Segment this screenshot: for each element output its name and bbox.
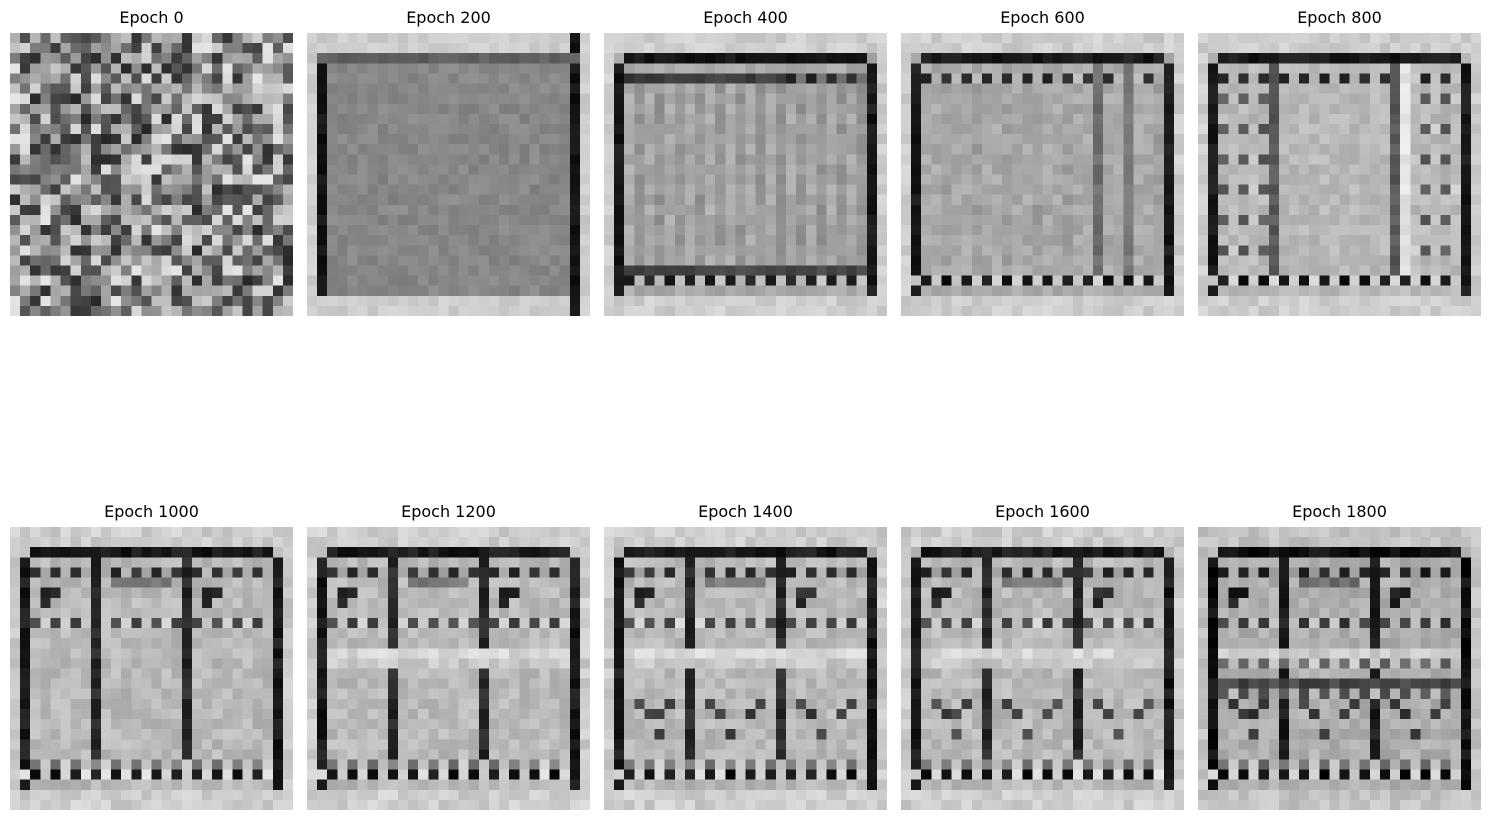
panel-title: Epoch 800 [1297,8,1382,27]
panel-epoch-800: Epoch 800 [1198,4,1481,316]
generated-image [901,33,1184,316]
panel-title: Epoch 1600 [995,502,1090,521]
generated-image [307,527,590,810]
panel-epoch-1000: Epoch 1000 [10,498,293,810]
panel-epoch-1200: Epoch 1200 [307,498,590,810]
panel-epoch-1400: Epoch 1400 [604,498,887,810]
panel-epoch-200: Epoch 200 [307,4,590,316]
panel-epoch-0: Epoch 0 [10,4,293,316]
generated-image [1198,527,1481,810]
generated-image [10,33,293,316]
generated-image [604,33,887,316]
panel-epoch-400: Epoch 400 [604,4,887,316]
generated-image [307,33,590,316]
generated-image [10,527,293,810]
generated-image [901,527,1184,810]
panel-title: Epoch 1200 [401,502,496,521]
panel-epoch-600: Epoch 600 [901,4,1184,316]
panel-epoch-1800: Epoch 1800 [1198,498,1481,810]
panel-title: Epoch 600 [1000,8,1085,27]
panel-title: Epoch 1800 [1292,502,1387,521]
panel-title: Epoch 200 [406,8,491,27]
panel-title: Epoch 0 [119,8,184,27]
generated-image [604,527,887,810]
panel-title: Epoch 400 [703,8,788,27]
generated-image [1198,33,1481,316]
panel-epoch-1600: Epoch 1600 [901,498,1184,810]
panel-title: Epoch 1400 [698,502,793,521]
panel-title: Epoch 1000 [104,502,199,521]
